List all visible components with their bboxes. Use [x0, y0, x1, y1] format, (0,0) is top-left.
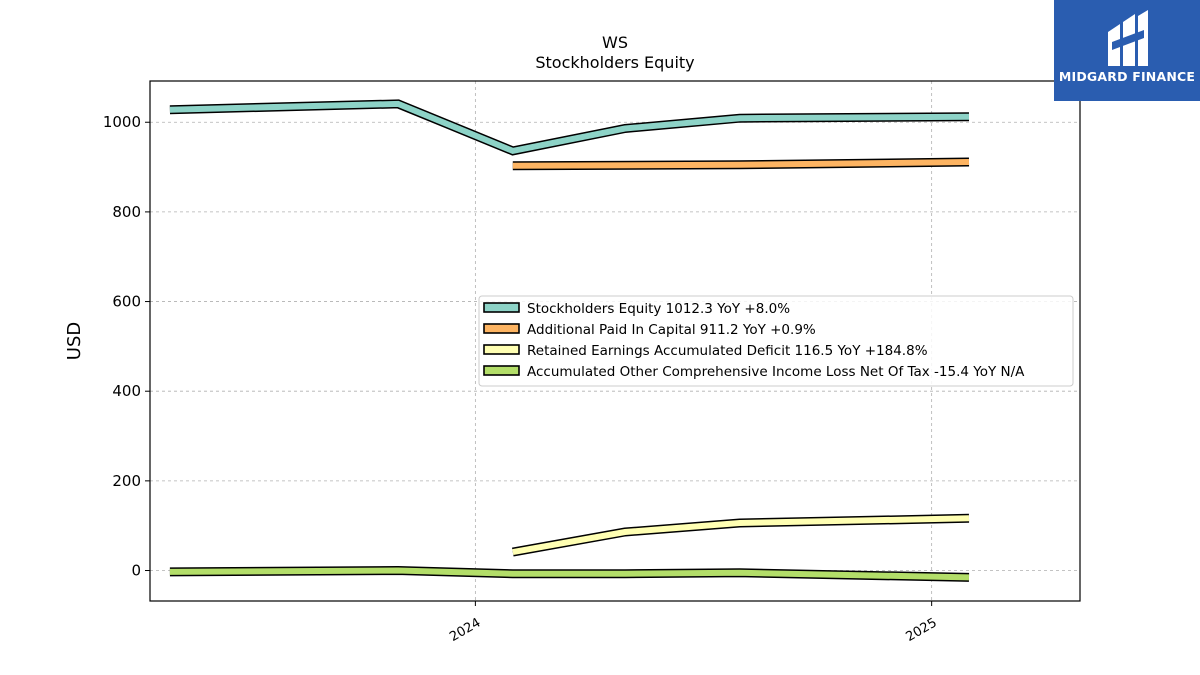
series-line: [169, 99, 970, 156]
series-line: [169, 565, 970, 582]
legend-label: Retained Earnings Accumulated Deficit 11…: [527, 343, 928, 359]
series-line-fill: [512, 515, 970, 556]
series-line: [512, 513, 970, 557]
y-axis-label: USD: [64, 322, 85, 360]
y-tick-label: 200: [112, 472, 141, 490]
brand-logo: MIDGARD FINANCE: [1054, 0, 1200, 101]
series-line: [512, 157, 970, 171]
y-tick-label: 600: [112, 293, 141, 311]
legend-swatch: [483, 302, 520, 313]
x-tick-label: 2024: [447, 615, 483, 645]
chart-title: WS: [602, 33, 628, 52]
chart-subtitle: Stockholders Equity: [535, 53, 694, 72]
legend-swatch: [483, 365, 520, 376]
legend-label: Additional Paid In Capital 911.2 YoY +0.…: [527, 322, 816, 338]
y-tick-label: 400: [112, 382, 141, 400]
series-line-fill: [169, 567, 970, 581]
legend-label: Stockholders Equity 1012.3 YoY +8.0%: [527, 301, 790, 317]
legend: Stockholders Equity 1012.3 YoY +8.0% Addi…: [478, 295, 1074, 387]
y-tick-label: 0: [131, 562, 141, 580]
series-line-fill: [169, 100, 970, 155]
legend-swatch: [483, 323, 520, 334]
series-line-fill: [512, 159, 970, 169]
series-line-outline: [169, 99, 970, 156]
series-layer: [169, 99, 970, 582]
legend-box: [478, 295, 1074, 387]
plot-frame: [149, 80, 1081, 602]
brand-name: MIDGARD FINANCE: [1058, 69, 1196, 84]
legend-swatch: [483, 344, 520, 355]
logo-mark-icon: [1108, 10, 1148, 66]
y-tick-label: 1000: [103, 113, 141, 131]
legend-label: Accumulated Other Comprehensive Income L…: [527, 364, 1025, 380]
y-tick-label: 800: [112, 203, 141, 221]
x-tick-label: 2025: [903, 615, 939, 645]
